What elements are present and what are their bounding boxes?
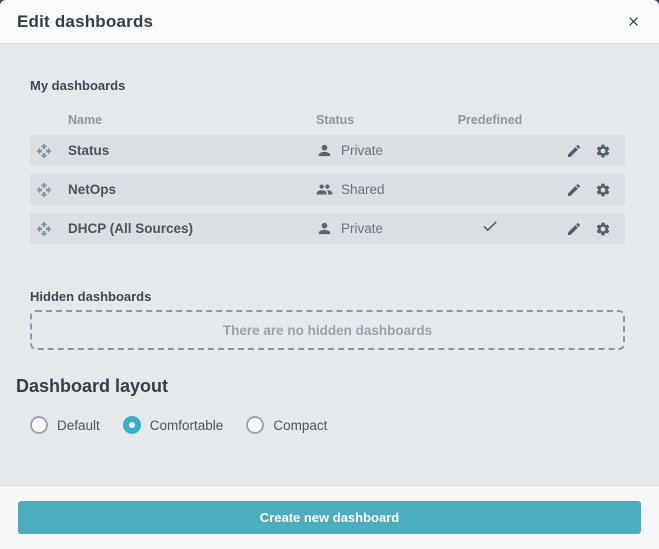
dashboard-rows: Status Private NetOps [30,135,625,244]
gear-icon[interactable] [595,143,611,159]
column-header-predefined: Predefined [457,113,523,127]
layout-radio-option[interactable]: Comfortable [122,416,224,434]
drag-handle-icon[interactable] [36,182,68,198]
dialog-body: My dashboards Name Status Predefined Sta… [0,44,659,485]
drag-handle-icon[interactable] [36,143,68,159]
layout-radio-option[interactable]: Default [30,416,100,434]
layout-radio-option[interactable]: Compact [246,416,327,434]
status-label: Private [341,143,384,158]
column-header-status: Status [316,113,355,127]
edit-pencil-icon[interactable] [566,143,582,159]
person-icon [316,220,333,237]
layout-radio-group: Default Comfortable Compact [30,416,643,434]
status-label: Shared [341,182,385,197]
dialog-footer: Create new dashboard [0,485,659,549]
hidden-dashboards-empty-message: There are no hidden dashboards [222,322,433,338]
radio-button-icon[interactable] [122,416,141,434]
gear-icon[interactable] [595,221,611,237]
edit-pencil-icon[interactable] [566,221,582,237]
dashboard-name: NetOps [68,182,117,197]
radio-button-icon[interactable] [30,416,48,434]
close-icon[interactable] [626,14,642,30]
status-label: Private [341,221,384,236]
radio-option-label: Comfortable [149,417,224,433]
radio-button-icon[interactable] [246,416,265,434]
status-cell: Private [316,142,430,159]
table-row: NetOps Shared [30,174,625,205]
hidden-dashboards-label: Hidden dashboards [30,289,152,304]
person-icon [316,142,333,159]
status-cell: Private [316,220,430,237]
status-cell: Shared [316,181,430,198]
table-header: Name Status Predefined [30,113,625,127]
column-header-name: Name [68,113,103,127]
gear-icon[interactable] [595,182,611,198]
dashboard-name: DHCP (All Sources) [68,221,194,236]
check-icon [481,217,499,240]
table-row: DHCP (All Sources) Private [30,213,625,244]
people-icon [316,181,333,198]
drag-handle-icon[interactable] [36,221,68,237]
dashboard-layout-heading: Dashboard layout [16,376,169,396]
radio-option-label: Compact [273,417,328,433]
radio-option-label: Default [57,417,100,433]
my-dashboards-label: My dashboards [30,78,126,93]
dialog-title: Edit dashboards [17,11,154,31]
hidden-dashboards-empty-box: There are no hidden dashboards [30,310,625,350]
create-new-dashboard-button[interactable]: Create new dashboard [18,501,641,534]
dialog-header: Edit dashboards [0,0,659,44]
edit-pencil-icon[interactable] [566,182,582,198]
dashboard-name: Status [68,143,110,158]
table-row: Status Private [30,135,625,166]
